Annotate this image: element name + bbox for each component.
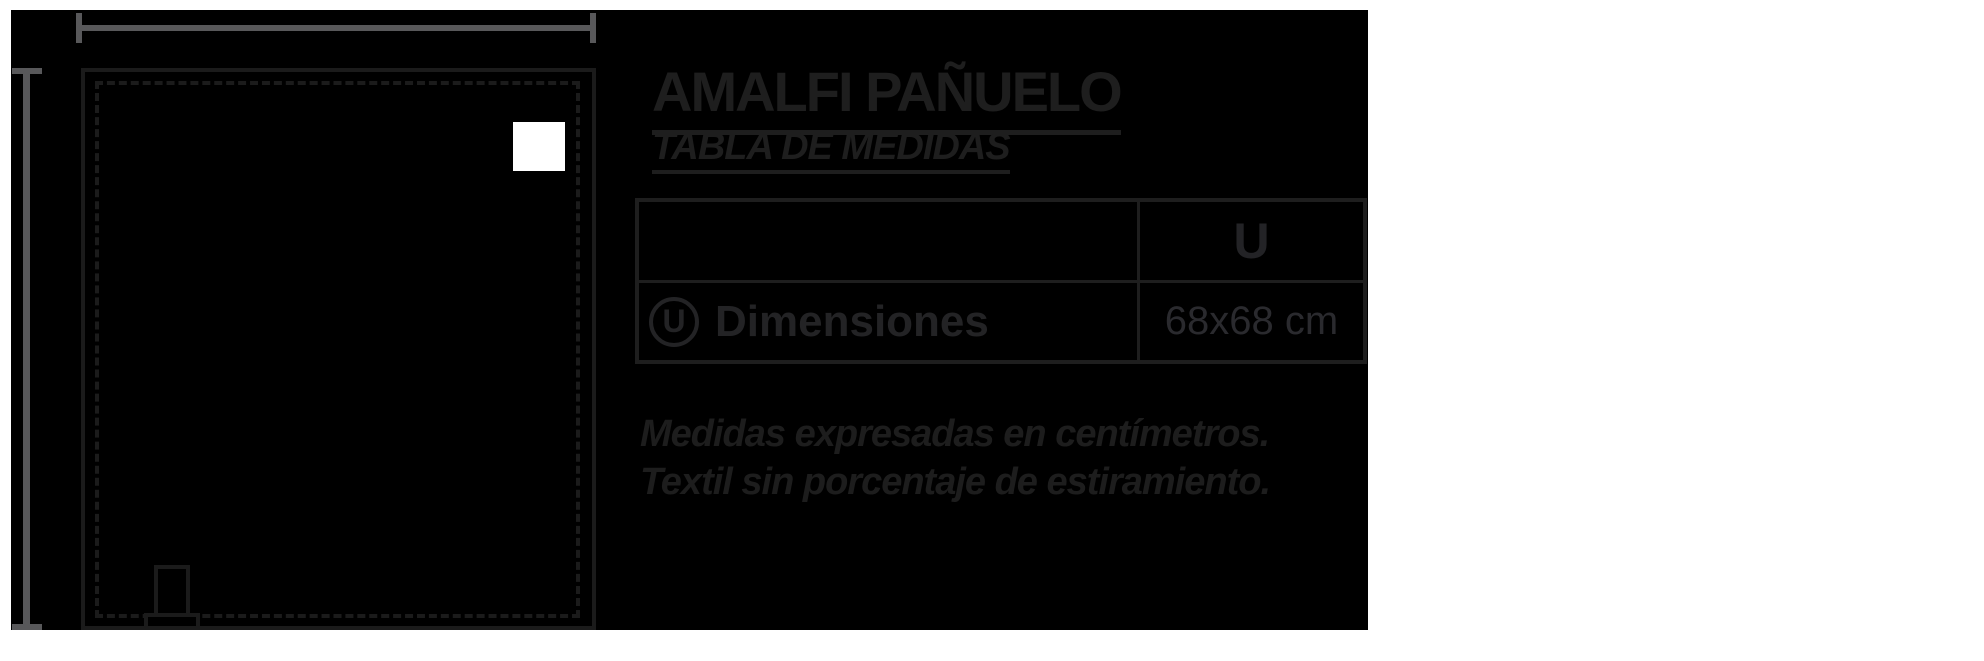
black-panel: AMALFI PAÑUELO TABLA DE MEDIDAS U U Dime…: [11, 10, 1368, 630]
page-title: AMALFI PAÑUELO: [652, 60, 1123, 135]
size-column-header-cell: U: [1140, 202, 1363, 283]
dimension-bar: [23, 68, 30, 630]
dimension-row-label-cell: U Dimensiones: [639, 283, 1140, 360]
dimension-bar: [76, 25, 596, 31]
page-subtitle: TABLA DE MEDIDAS: [652, 126, 1011, 174]
care-label-patch: [513, 122, 565, 171]
dimension-row-value-cell: 68x68 cm: [1140, 283, 1363, 360]
measurement-notes: Medidas expresadas en centímetros. Texti…: [640, 410, 1271, 506]
size-table-corner-cell: [639, 202, 1140, 283]
scarf-stitch-border: [95, 81, 580, 618]
circled-u-letter: U: [662, 303, 686, 339]
scarf-outline: [81, 68, 596, 630]
circled-u-icon: U: [649, 296, 699, 347]
height-dimension-line: [12, 68, 42, 630]
size-table: U U Dimensiones 68x68 cm: [635, 198, 1367, 364]
hang-tag-base: [144, 613, 200, 630]
dimension-row-label: Dimensiones: [715, 296, 989, 346]
dimension-row-value: 68x68 cm: [1164, 299, 1339, 343]
note-line-1: Medidas expresadas en centímetros.: [640, 413, 1270, 455]
width-dimension-line: [76, 13, 596, 43]
size-column-header: U: [1233, 213, 1270, 269]
dimension-tick-bottom: [12, 624, 42, 630]
note-line-2: Textil sin porcentaje de estiramiento.: [640, 461, 1271, 503]
dimension-tick-right: [590, 13, 596, 43]
